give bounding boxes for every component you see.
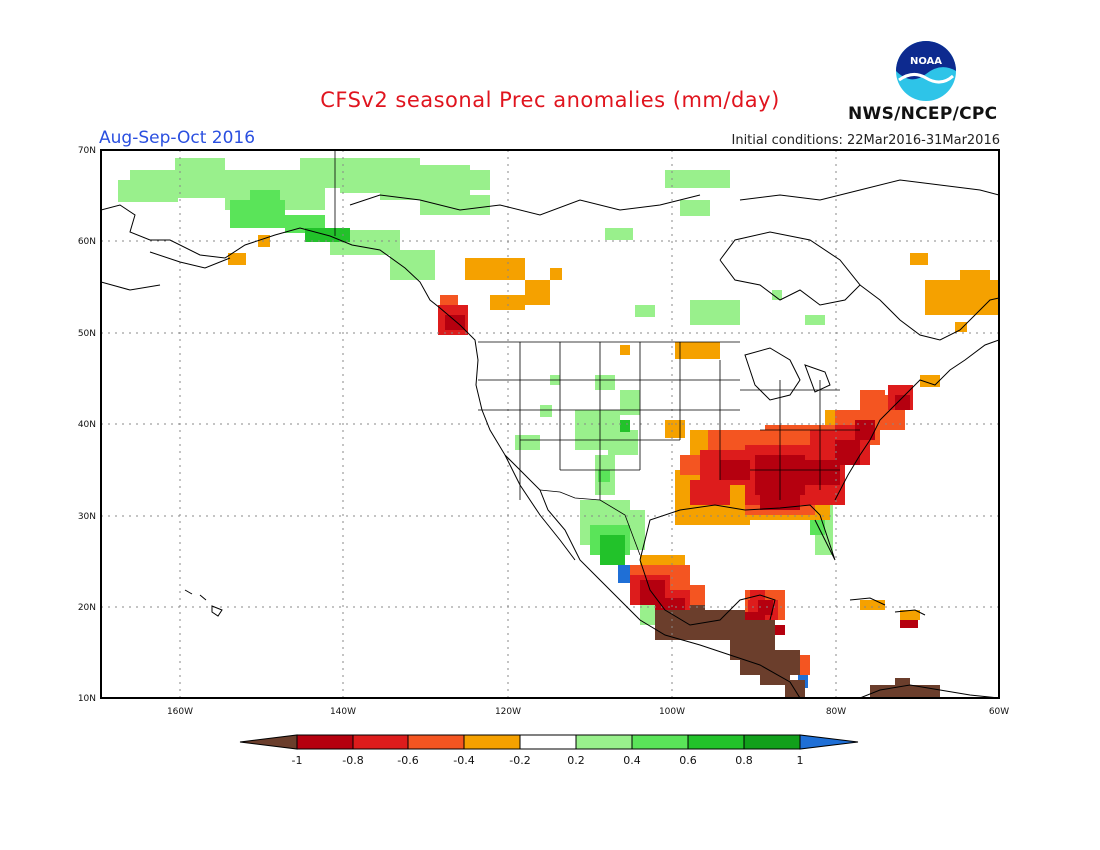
- lat-label: 50N: [78, 329, 96, 339]
- positive-anomaly-light: [118, 158, 833, 625]
- lon-label: 80W: [826, 707, 846, 717]
- colorbar-labels: -1 -0.8 -0.6 -0.4 -0.2 0.2 0.4 0.6 0.8 1: [292, 754, 804, 767]
- forecast-period: Aug-Sep-Oct 2016: [99, 128, 256, 148]
- colorbar-swatch: [463, 734, 521, 750]
- colorbar: [239, 734, 859, 750]
- colorbar-label: -0.2: [509, 754, 530, 767]
- longitude-labels: 160W 140W 120W 100W 80W 60W: [167, 707, 1009, 717]
- chart-title: CFSv2 seasonal Prec anomalies (mm/day): [320, 88, 780, 112]
- noaa-logo: NOAA: [895, 40, 957, 106]
- map-frame: [100, 149, 1000, 699]
- colorbar-label: -0.4: [453, 754, 474, 767]
- lat-label: 40N: [78, 420, 96, 430]
- colorbar-swatch: [687, 734, 745, 750]
- lon-label: 100W: [659, 707, 685, 717]
- colorbar-arrow-high: [799, 734, 859, 750]
- colorbar-label: 0.6: [679, 754, 697, 767]
- positive-anomaly-extreme: [618, 565, 808, 688]
- colorbar-swatch: [407, 734, 465, 750]
- colorbar-label: 0.2: [567, 754, 585, 767]
- lat-label: 20N: [78, 603, 96, 613]
- lat-label: 70N: [78, 146, 96, 156]
- lon-label: 140W: [330, 707, 356, 717]
- colorbar-swatch: [575, 734, 633, 750]
- lat-label: 60N: [78, 237, 96, 247]
- noaa-logo-text: NOAA: [910, 56, 942, 67]
- colorbar-swatch: [519, 734, 577, 750]
- lon-label: 160W: [167, 707, 193, 717]
- colorbar-label: -1: [292, 754, 303, 767]
- coastlines: [101, 179, 999, 698]
- colorbar-label: -0.8: [342, 754, 363, 767]
- lat-label: 10N: [78, 694, 96, 704]
- colorbar-label: 1: [797, 754, 804, 767]
- colorbar-label: 0.4: [623, 754, 641, 767]
- lon-label: 60W: [989, 707, 1009, 717]
- political-borders: [334, 150, 860, 556]
- negative-anomaly-severe: [445, 315, 918, 635]
- lat-label: 30N: [78, 512, 96, 522]
- colorbar-swatch: [743, 734, 801, 750]
- anomaly-field: [118, 158, 999, 698]
- colorbar-arrow-low: [239, 734, 298, 750]
- gridlines: [101, 150, 999, 698]
- initial-conditions: Initial conditions: 22Mar2016-31Mar2016: [731, 133, 1001, 148]
- negative-anomaly-extreme: [655, 605, 940, 698]
- colorbar-swatch: [352, 734, 409, 750]
- colorbar-label: 0.8: [735, 754, 753, 767]
- agency-label: NWS/NCEP/CPC: [848, 104, 998, 124]
- colorbar-swatch: [631, 734, 689, 750]
- lon-label: 120W: [495, 707, 521, 717]
- colorbar-swatch: [296, 734, 354, 750]
- latitude-labels: 70N 60N 50N 40N 30N 20N 10N: [78, 146, 96, 704]
- colorbar-label: -0.6: [397, 754, 418, 767]
